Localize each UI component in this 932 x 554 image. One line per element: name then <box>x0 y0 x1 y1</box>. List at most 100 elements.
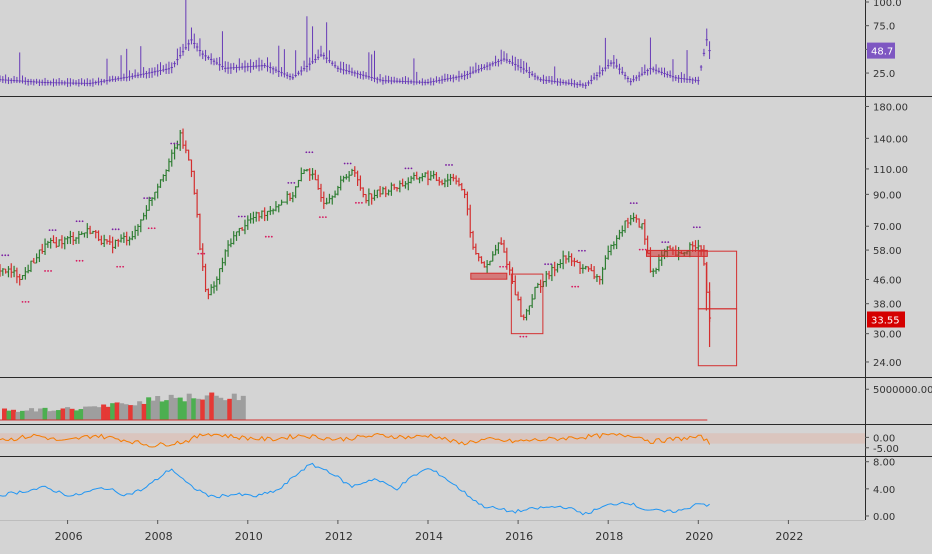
signal-dot-down <box>499 265 501 268</box>
volume-bar <box>29 408 35 420</box>
volume-bar <box>78 409 84 420</box>
y-tick-label: -5.00 <box>873 444 899 455</box>
y-tick-label: 0.00 <box>873 433 895 444</box>
signal-dot-down <box>577 285 580 288</box>
volume-bar <box>24 410 30 420</box>
x-tick-label: 2020 <box>685 530 713 543</box>
signal-dot-down <box>147 227 150 230</box>
volume-bar <box>227 398 233 420</box>
signal-dot-down <box>361 201 363 204</box>
signal-dot-up <box>445 164 447 166</box>
signal-dot-down <box>122 265 125 268</box>
y-tick-label: 58.00 <box>873 246 902 257</box>
y-tick-label: 46.00 <box>873 275 902 286</box>
signal-dot-down <box>75 259 78 262</box>
signal-dot-up <box>4 254 7 257</box>
oscillator-band <box>0 433 865 444</box>
volume-bar <box>150 400 156 420</box>
vix-bars <box>0 0 711 89</box>
signal-dot-up <box>1 254 4 257</box>
signal-dot-up <box>695 226 698 229</box>
signal-dot-up <box>308 151 311 154</box>
signal-dot-down <box>574 285 577 288</box>
vix-last-value: 48.7 <box>871 47 893 58</box>
signal-dot-up <box>287 181 290 184</box>
signal-dot-up <box>451 164 453 166</box>
volume-bar <box>231 393 237 420</box>
y-tick-label: 5000000.0000 <box>873 385 932 396</box>
signal-dot-down <box>355 201 357 204</box>
volume-bar <box>33 411 39 420</box>
signal-markers <box>1 142 701 338</box>
vix-last-badge <box>867 42 895 59</box>
volume-bar <box>56 410 62 420</box>
x-tick-label: 2010 <box>235 530 263 543</box>
y-tick-label: 4.00 <box>873 485 895 496</box>
signal-dot-up <box>544 263 547 266</box>
volume-bar <box>96 407 102 420</box>
volume-bars <box>2 392 246 420</box>
signal-dot-down <box>197 252 200 255</box>
volume-bar <box>213 395 219 420</box>
signal-dot-down <box>638 248 641 251</box>
signal-dot-up <box>54 229 57 232</box>
signal-dot-up <box>407 167 410 170</box>
signal-dot-down <box>522 335 525 338</box>
volume-bar <box>128 405 134 420</box>
signal-dot-up <box>584 249 586 252</box>
signal-dot-down <box>150 227 153 230</box>
volume-bar <box>146 397 152 420</box>
volume-bar <box>132 405 138 420</box>
signal-dot-up <box>293 181 296 184</box>
signal-dot-up <box>410 167 413 170</box>
volume-bar <box>159 401 165 420</box>
signal-dot-up <box>176 142 179 145</box>
signal-dot-down <box>519 335 522 338</box>
volume-bar <box>168 394 174 420</box>
y-tick-label: 100.0 <box>873 0 902 9</box>
signal-dot-up <box>550 263 553 266</box>
volume-bar <box>186 393 192 420</box>
volume-bar <box>15 411 21 420</box>
signal-dot-up <box>170 142 173 145</box>
volume-bar <box>137 401 143 420</box>
volume-bar <box>182 401 188 420</box>
volume-bar <box>69 408 75 420</box>
signal-dot-up <box>237 215 240 218</box>
volume-bar <box>141 403 147 420</box>
resistance-zone <box>470 272 508 280</box>
indicator-line <box>0 462 710 516</box>
signal-dot-down <box>525 335 528 338</box>
signal-dot-up <box>143 197 146 200</box>
y-tick-label: 24.00 <box>873 358 902 369</box>
signal-dot-up <box>78 220 81 223</box>
y-tick-label: 110.00 <box>873 165 908 176</box>
y-tick-label: 75.0 <box>873 22 895 33</box>
signal-dot-up <box>349 162 352 165</box>
signal-dot-up <box>661 241 664 244</box>
signal-dot-up <box>692 226 695 229</box>
signal-dot-up <box>117 228 120 231</box>
signal-dot-down <box>78 259 81 262</box>
volume-bar <box>114 402 120 420</box>
volume-bar <box>110 403 116 420</box>
signal-dot-up <box>243 215 246 218</box>
volume-bar <box>2 408 8 420</box>
signal-dot-down <box>641 248 644 251</box>
signal-dot-up <box>448 164 450 166</box>
volume-bar <box>101 404 107 420</box>
signal-dot-up <box>698 226 701 229</box>
y-tick-label: 90.00 <box>873 190 902 201</box>
signal-dot-down <box>27 301 30 303</box>
volume-bar <box>218 397 224 420</box>
signal-dot-down <box>203 252 206 255</box>
signal-dot-up <box>51 229 54 232</box>
price-last-badge <box>867 311 905 328</box>
signal-dot-up <box>305 151 308 154</box>
signal-dot-up <box>581 249 583 252</box>
y-tick-label: 70.00 <box>873 222 902 233</box>
volume-bar <box>191 398 197 420</box>
